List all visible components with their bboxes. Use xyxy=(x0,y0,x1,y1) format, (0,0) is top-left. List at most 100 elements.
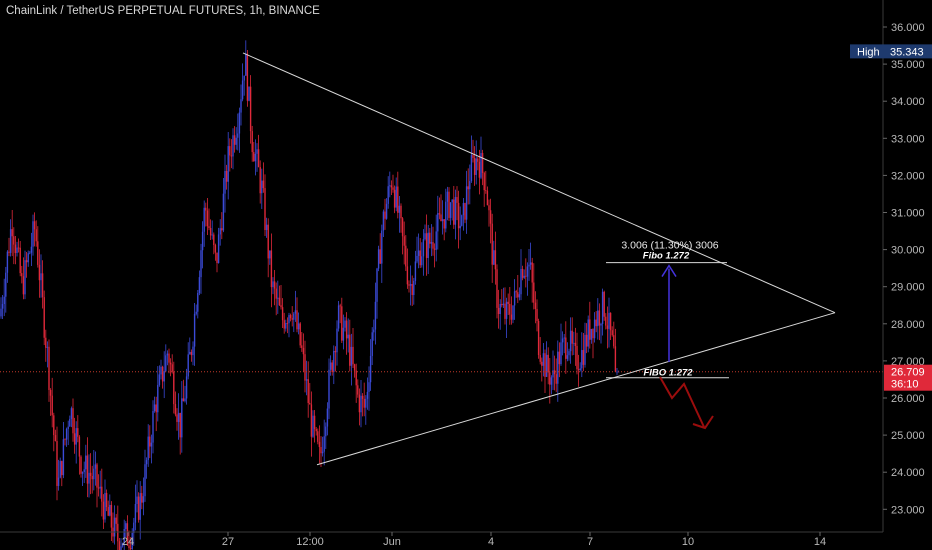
candle xyxy=(256,143,258,172)
candle-body xyxy=(601,291,604,324)
candle-body xyxy=(459,225,461,229)
candle-body xyxy=(232,135,234,157)
candle xyxy=(45,329,47,362)
candle-body xyxy=(365,398,367,408)
candle xyxy=(43,290,45,346)
candle-body xyxy=(566,355,569,359)
candle-body xyxy=(93,468,95,480)
candle xyxy=(200,243,202,294)
candle xyxy=(510,296,513,325)
candle xyxy=(518,287,521,301)
candle xyxy=(579,362,581,372)
candle-body xyxy=(128,545,130,549)
candle xyxy=(128,530,130,550)
forecast-arrow-path[interactable] xyxy=(659,376,705,428)
candle-body xyxy=(529,262,532,265)
candle xyxy=(6,250,9,283)
candle-body xyxy=(27,253,29,263)
candle xyxy=(485,170,487,194)
time-tick-label: 7 xyxy=(587,536,593,548)
candle xyxy=(561,331,564,356)
candle xyxy=(157,366,159,422)
candle-body xyxy=(13,236,15,245)
candle-body xyxy=(89,472,92,476)
candle-body xyxy=(609,312,612,331)
candle-body xyxy=(118,541,121,550)
candle-body xyxy=(393,189,396,208)
candle-body xyxy=(377,249,380,269)
candle-body xyxy=(166,353,169,356)
candle xyxy=(33,212,36,247)
candle xyxy=(37,226,39,268)
candle-body xyxy=(341,306,343,341)
candle-body xyxy=(477,158,479,162)
candle xyxy=(219,219,221,246)
price-tick-label: 33.000 xyxy=(891,133,925,145)
candle xyxy=(501,289,503,308)
candle-body xyxy=(435,231,437,250)
candle-body xyxy=(549,372,551,385)
candle xyxy=(337,301,340,332)
candle-body xyxy=(552,370,554,378)
candle xyxy=(269,250,271,265)
candle-body xyxy=(384,211,386,219)
candle xyxy=(94,451,97,486)
candle-body xyxy=(448,191,450,218)
candle-body xyxy=(613,335,615,347)
candle xyxy=(161,365,164,389)
candle xyxy=(389,171,391,198)
trendline-lower[interactable] xyxy=(316,312,836,466)
trendline-upper[interactable] xyxy=(242,52,836,314)
candle xyxy=(582,333,585,372)
candle xyxy=(8,237,10,257)
candle xyxy=(374,282,377,345)
candle xyxy=(325,422,327,449)
candle xyxy=(384,198,386,230)
candle-body xyxy=(203,207,205,232)
candle xyxy=(366,377,369,410)
candle-body xyxy=(230,155,233,157)
candle xyxy=(422,229,425,276)
candle-body xyxy=(417,250,420,256)
candle-body xyxy=(369,355,372,383)
candle xyxy=(392,174,394,193)
candle xyxy=(616,367,618,376)
candle xyxy=(425,214,428,276)
candle xyxy=(197,289,199,319)
candle-body xyxy=(606,325,609,329)
candle-body xyxy=(283,320,285,329)
time-tick-label: 4 xyxy=(488,536,494,548)
candle xyxy=(137,492,140,523)
candle-body xyxy=(165,355,167,372)
candle xyxy=(174,391,177,417)
candle xyxy=(469,164,471,205)
projection-arrow-head xyxy=(661,264,677,277)
candle xyxy=(182,379,185,402)
candle xyxy=(441,200,444,235)
candle xyxy=(465,170,468,234)
candle xyxy=(41,260,44,309)
candle xyxy=(584,322,586,368)
candle-body xyxy=(297,323,300,330)
candle xyxy=(457,190,460,249)
candle xyxy=(163,351,165,399)
candle xyxy=(1,294,4,319)
candle xyxy=(24,250,26,300)
candle-body xyxy=(240,99,242,113)
candle xyxy=(590,328,593,344)
candle-body xyxy=(398,205,401,213)
candle xyxy=(96,462,98,508)
candle xyxy=(257,134,260,168)
candle xyxy=(304,340,306,393)
candle-body xyxy=(419,250,421,266)
candle-body xyxy=(406,266,409,285)
candle-body xyxy=(408,284,410,286)
candle-body xyxy=(451,199,453,203)
candle xyxy=(105,489,108,512)
candle-body xyxy=(245,53,247,76)
candle-body xyxy=(101,486,103,502)
candle xyxy=(483,171,485,207)
candle-body xyxy=(328,369,330,409)
candle-body xyxy=(77,428,79,437)
